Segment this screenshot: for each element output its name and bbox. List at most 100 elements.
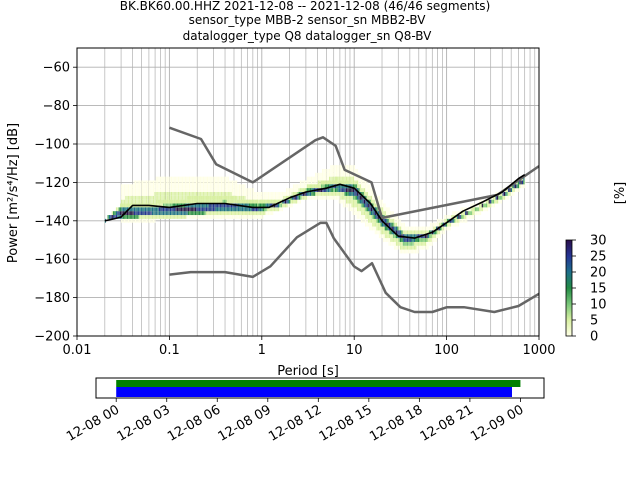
density-cell	[348, 195, 350, 200]
density-cell	[506, 195, 508, 200]
density-cell	[367, 222, 369, 227]
density-cell	[172, 192, 174, 196]
density-cell	[398, 222, 400, 227]
density-cell	[428, 241, 430, 246]
density-cell	[395, 245, 397, 250]
density-cell	[252, 188, 254, 192]
density-cell	[316, 184, 318, 189]
density-cell	[153, 207, 155, 212]
density-cell	[141, 188, 143, 192]
density-cell	[133, 180, 135, 185]
density-cell	[218, 207, 220, 212]
density-cell	[232, 199, 234, 204]
density-cell	[510, 192, 512, 196]
density-cell	[269, 199, 271, 204]
density-cell	[139, 211, 141, 216]
density-cell	[132, 211, 134, 216]
density-cell	[139, 199, 141, 204]
density-cell	[359, 172, 361, 177]
density-cell	[266, 207, 269, 212]
density-cell	[143, 192, 145, 196]
density-cell	[175, 180, 177, 185]
density-cell	[183, 176, 185, 181]
density-cell	[169, 195, 171, 200]
density-cell	[189, 192, 191, 196]
density-cell	[287, 199, 289, 204]
density-cell	[514, 188, 516, 192]
density-cell	[144, 199, 146, 204]
density-cell	[171, 203, 173, 208]
density-cell	[395, 218, 397, 223]
density-cell	[369, 211, 371, 216]
coverage-bars	[116, 380, 521, 397]
density-cell	[167, 215, 169, 219]
density-cell	[175, 176, 177, 181]
density-cell	[230, 188, 232, 192]
density-cell	[358, 203, 360, 208]
density-cell	[418, 238, 420, 242]
density-cell	[244, 207, 246, 212]
density-cell	[218, 203, 220, 208]
density-cell	[395, 234, 397, 239]
density-cell	[432, 238, 435, 242]
density-cell	[197, 203, 199, 208]
density-cell	[197, 188, 199, 192]
density-cell	[222, 188, 224, 192]
density-cell	[171, 207, 173, 212]
density-cell	[138, 211, 140, 216]
density-cell	[210, 195, 212, 200]
density-cell	[404, 238, 406, 242]
density-cell	[325, 192, 327, 196]
density-cell	[156, 215, 158, 219]
density-cell	[223, 192, 225, 196]
density-cell	[317, 172, 319, 177]
density-cell	[334, 180, 336, 185]
density-cell	[177, 188, 179, 192]
density-cell	[331, 165, 333, 169]
density-cell	[190, 176, 192, 181]
density-cell	[351, 172, 353, 177]
density-cell	[117, 211, 119, 216]
density-cell	[449, 215, 451, 219]
density-cell	[326, 176, 328, 181]
density-cell	[369, 199, 371, 204]
density-cell	[139, 184, 141, 189]
density-cell	[257, 203, 259, 208]
density-cell	[194, 188, 196, 192]
density-cell	[340, 168, 342, 173]
density-cell	[161, 192, 163, 196]
density-cell	[195, 188, 198, 192]
density-cell	[233, 184, 235, 189]
density-cell	[163, 211, 165, 216]
density-cell	[251, 203, 253, 208]
density-cell	[389, 211, 392, 216]
density-cell	[339, 180, 341, 185]
plot-frame	[76, 47, 540, 337]
density-cell	[154, 218, 156, 223]
density-cell	[254, 203, 256, 208]
density-cell	[280, 203, 282, 208]
density-cell	[319, 192, 321, 196]
density-cell	[139, 218, 141, 223]
density-cell	[272, 195, 274, 200]
density-cell	[140, 192, 142, 196]
density-cell	[122, 188, 124, 192]
data-bar	[116, 387, 513, 397]
density-cell	[172, 176, 174, 181]
density-cell	[132, 218, 134, 223]
density-cell	[426, 241, 428, 246]
density-cell	[133, 192, 135, 196]
density-cell	[470, 211, 472, 216]
density-cell	[294, 184, 296, 189]
density-cell	[142, 207, 144, 212]
density-cell	[197, 199, 199, 204]
density-cell	[326, 188, 328, 192]
density-cell	[164, 180, 166, 185]
density-cell	[213, 188, 216, 192]
density-cell	[330, 168, 332, 173]
density-cell	[416, 230, 418, 235]
density-cell	[136, 207, 138, 212]
density-cell	[212, 192, 214, 196]
density-cell	[141, 199, 143, 204]
density-cell	[357, 207, 359, 212]
